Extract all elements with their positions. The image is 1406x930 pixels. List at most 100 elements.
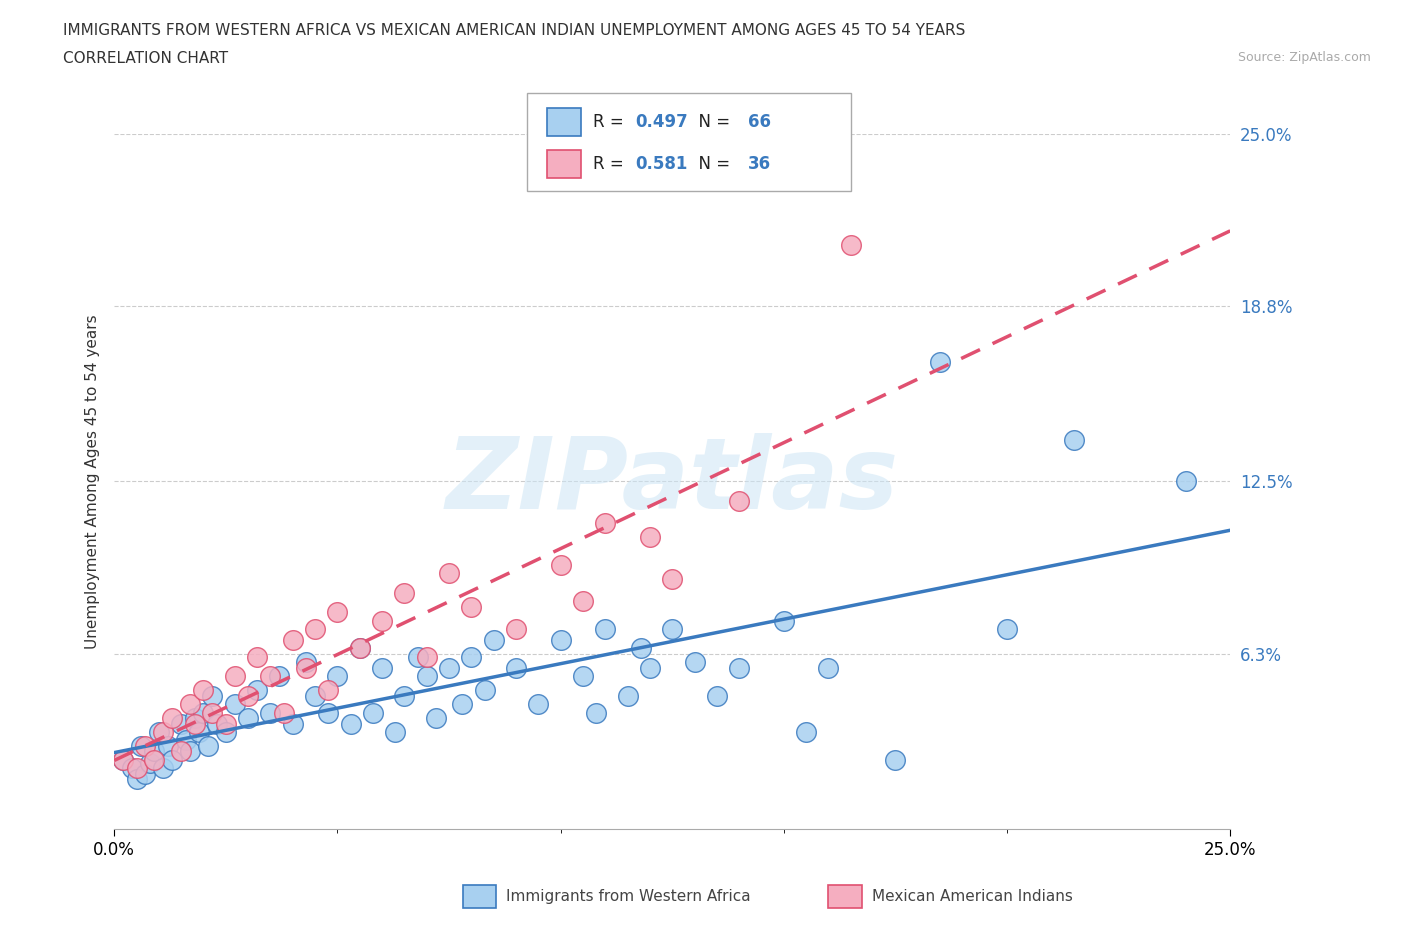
Point [817, 660, 839, 675]
Point [183, 711, 205, 725]
Point [246, 683, 269, 698]
Point [505, 621, 527, 636]
Point [437, 565, 460, 580]
Point [273, 705, 295, 720]
Text: 36: 36 [748, 155, 770, 173]
Point [406, 649, 429, 664]
Text: 0.581: 0.581 [636, 155, 688, 173]
Point [134, 766, 156, 781]
Point [304, 688, 326, 703]
Point [201, 705, 224, 720]
Point [474, 683, 496, 698]
Point [451, 697, 474, 711]
Point [415, 649, 437, 664]
Point [224, 669, 246, 684]
Point [585, 705, 607, 720]
Point [304, 621, 326, 636]
Point [160, 752, 183, 767]
Point [269, 669, 291, 684]
Point [706, 688, 728, 703]
Point [361, 705, 384, 720]
Text: N =: N = [688, 113, 735, 131]
Point [148, 724, 170, 739]
Point [339, 716, 361, 731]
Point [572, 669, 595, 684]
Point [201, 688, 224, 703]
Point [224, 697, 246, 711]
Point [215, 724, 238, 739]
Point [550, 632, 572, 647]
Point [794, 724, 817, 739]
Point [630, 641, 652, 656]
Point [437, 660, 460, 675]
Text: N =: N = [688, 155, 735, 173]
Point [295, 655, 318, 670]
Point [193, 705, 215, 720]
Point [394, 688, 416, 703]
Text: ZIPatlas: ZIPatlas [446, 433, 898, 530]
Point [174, 733, 197, 748]
Point [683, 655, 706, 670]
Point [1063, 432, 1085, 447]
Text: IMMIGRANTS FROM WESTERN AFRICA VS MEXICAN AMERICAN INDIAN UNEMPLOYMENT AMONG AGE: IMMIGRANTS FROM WESTERN AFRICA VS MEXICA… [63, 23, 966, 38]
Point [728, 494, 751, 509]
Point [638, 660, 661, 675]
Point [593, 516, 616, 531]
Point [661, 621, 683, 636]
Point [129, 738, 152, 753]
Text: CORRELATION CHART: CORRELATION CHART [63, 51, 228, 66]
Point [349, 641, 371, 656]
Point [460, 649, 482, 664]
Point [197, 738, 219, 753]
Point [152, 724, 174, 739]
Y-axis label: Unemployment Among Ages 45 to 54 years: Unemployment Among Ages 45 to 54 years [86, 314, 100, 649]
Point [259, 669, 281, 684]
Text: Source: ZipAtlas.com: Source: ZipAtlas.com [1237, 51, 1371, 64]
Point [527, 697, 550, 711]
Point [482, 632, 505, 647]
Point [179, 697, 201, 711]
Point [884, 752, 907, 767]
Point [281, 716, 304, 731]
Point [125, 761, 148, 776]
Point [394, 585, 416, 600]
Point [728, 660, 751, 675]
Point [112, 752, 135, 767]
Point [112, 752, 135, 767]
Point [295, 660, 318, 675]
Point [318, 705, 340, 720]
Point [236, 711, 259, 725]
Point [326, 669, 349, 684]
Point [460, 599, 482, 614]
Point [139, 755, 162, 770]
Text: Mexican American Indians: Mexican American Indians [872, 889, 1073, 904]
Point [593, 621, 616, 636]
Point [215, 716, 238, 731]
Point [160, 711, 183, 725]
Point [259, 705, 281, 720]
Point [661, 571, 683, 586]
Point [995, 621, 1018, 636]
Point [143, 744, 166, 759]
Point [505, 660, 527, 675]
Point [134, 738, 156, 753]
Point [929, 354, 952, 369]
Point [143, 752, 166, 767]
Point [205, 716, 228, 731]
Text: 66: 66 [748, 113, 770, 131]
Text: R =: R = [593, 113, 630, 131]
Point [415, 669, 437, 684]
Point [1174, 474, 1197, 489]
Point [170, 716, 193, 731]
Point [193, 683, 215, 698]
Point [425, 711, 447, 725]
Point [156, 738, 179, 753]
Point [638, 530, 661, 545]
Point [572, 593, 595, 608]
Point [125, 772, 148, 787]
Point [371, 660, 394, 675]
Point [170, 744, 193, 759]
Text: 0.497: 0.497 [636, 113, 689, 131]
Point [550, 558, 572, 573]
Point [121, 761, 143, 776]
